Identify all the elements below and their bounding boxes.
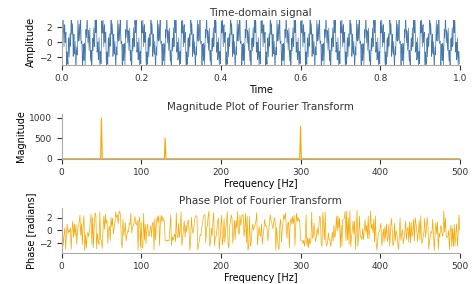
Y-axis label: Phase [radians]: Phase [radians] bbox=[26, 192, 36, 269]
Title: Phase Plot of Fourier Transform: Phase Plot of Fourier Transform bbox=[179, 196, 342, 206]
X-axis label: Time: Time bbox=[249, 85, 273, 95]
Y-axis label: Magnitude: Magnitude bbox=[16, 110, 26, 162]
X-axis label: Frequency [Hz]: Frequency [Hz] bbox=[224, 273, 298, 283]
Title: Time-domain signal: Time-domain signal bbox=[210, 8, 312, 18]
X-axis label: Frequency [Hz]: Frequency [Hz] bbox=[224, 179, 298, 189]
Y-axis label: Amplitude: Amplitude bbox=[26, 17, 36, 67]
Title: Magnitude Plot of Fourier Transform: Magnitude Plot of Fourier Transform bbox=[167, 102, 354, 112]
